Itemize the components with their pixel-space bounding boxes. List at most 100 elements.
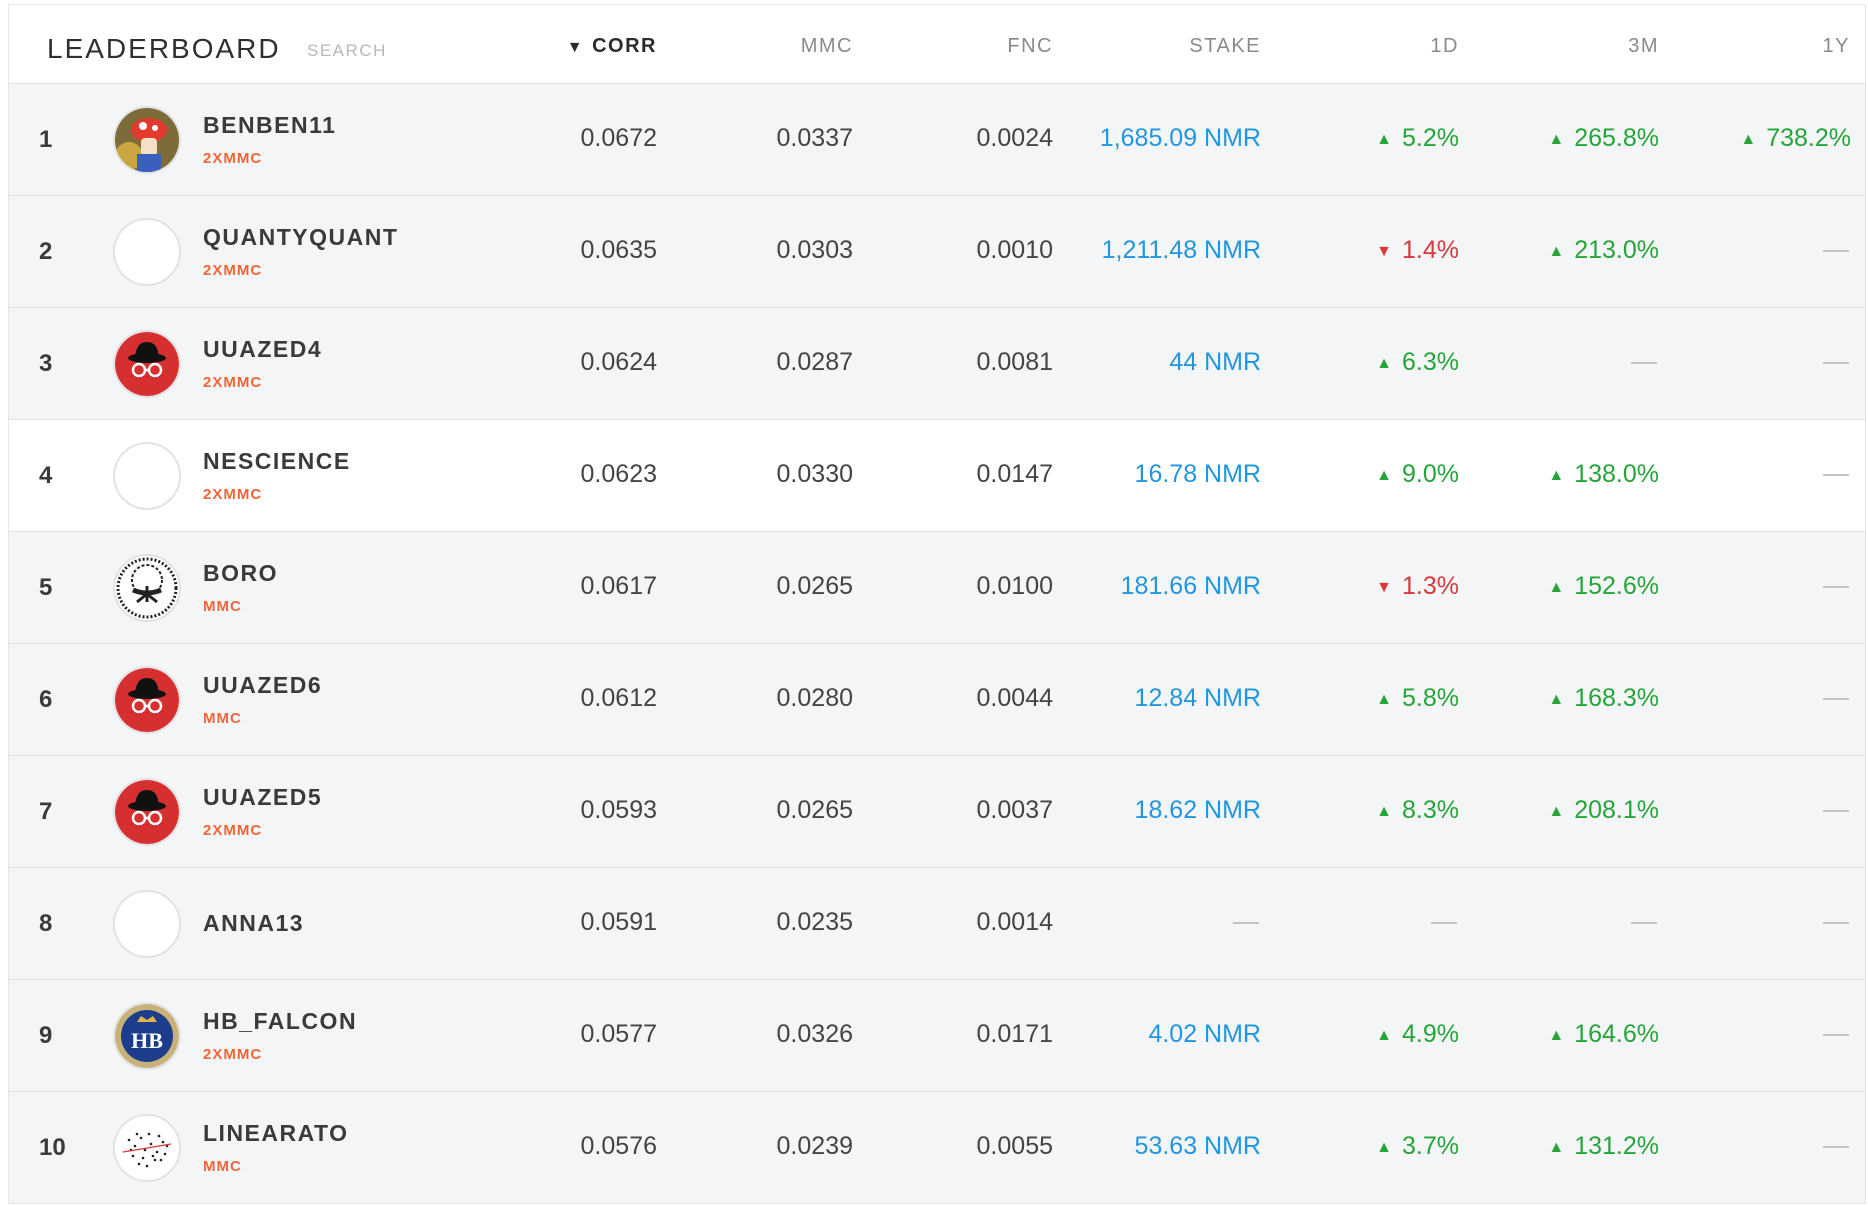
m3-change: ▲ 208.1% (1548, 796, 1659, 825)
table-row[interactable]: 10 LINEARATO MMC 0.0576 0.0239 0.0055 53.63 NM… (9, 1092, 1865, 1204)
search-input[interactable] (307, 41, 427, 61)
table-row[interactable]: 6 UUAZED6 MMC 0.0612 0.0280 0.0044 12.84 NMR ▲ 5… (9, 644, 1865, 756)
username-link[interactable]: BORO (203, 560, 278, 586)
triangle-up-icon: ▲ (1376, 355, 1393, 372)
username-link[interactable]: LINEARATO (203, 1120, 349, 1146)
username-link[interactable]: NESCIENCE (203, 448, 351, 474)
svg-text:HB: HB (131, 1028, 163, 1053)
d1-change: ▲ 3.7% (1376, 1132, 1459, 1161)
avatar[interactable] (113, 890, 181, 958)
table-row[interactable]: 8 ANNA13 0.0591 0.0235 0.0014 (9, 868, 1865, 980)
table-row[interactable]: 2 QUANTYQUANT 2XMMC 0.0635 0.0303 0.0010 1,211… (9, 196, 1865, 308)
payout-badge: MMC (203, 598, 242, 615)
mmc-value: 0.0239 (776, 1132, 853, 1160)
avatar[interactable] (113, 442, 181, 510)
avatar[interactable] (113, 330, 181, 398)
sort-descending-icon: ▼ (566, 39, 585, 56)
username-link[interactable]: BENBEN11 (203, 112, 337, 138)
m3-change-value: 131.2% (1574, 1132, 1659, 1160)
d1-change-value: 9.0% (1402, 460, 1459, 488)
avatar[interactable]: HB (113, 1002, 181, 1070)
avatar[interactable] (113, 666, 181, 734)
username-link[interactable]: UUAZED6 (203, 672, 323, 698)
d1-change: ▲ 5.8% (1376, 684, 1459, 713)
page-title: LEADERBOARD (47, 33, 281, 64)
corr-value: 0.0623 (580, 460, 657, 488)
fnc-value: 0.0100 (976, 572, 1053, 600)
fnc-value: 0.0044 (976, 684, 1053, 712)
m3-change-value: 168.3% (1574, 684, 1659, 712)
column-header-mmc[interactable]: MMC (800, 35, 853, 57)
dash-icon (1823, 810, 1849, 812)
corr-value: 0.0624 (580, 348, 657, 376)
column-header-corr[interactable]: ▼ CORR (557, 35, 657, 58)
column-header-1d[interactable]: 1D (1430, 35, 1459, 57)
username-link[interactable]: QUANTYQUANT (203, 224, 399, 250)
d1-change-value: 5.8% (1402, 684, 1459, 712)
m3-change-value: 138.0% (1574, 460, 1659, 488)
rank-number: 4 (39, 462, 53, 489)
leaderboard-panel: LEADERBOARD ▼ CORR MMC FNC STAKE 1D 3M 1Y… (8, 4, 1866, 1204)
column-header-corr-label: CORR (592, 35, 657, 57)
fnc-value: 0.0024 (976, 124, 1053, 152)
column-header-1y[interactable]: 1Y (1822, 35, 1850, 57)
triangle-up-icon: ▲ (1376, 803, 1393, 820)
stake-value: 4.02 NMR (1148, 1020, 1261, 1048)
table-row[interactable]: 4 NESCIENCE 2XMMC 0.0623 0.0330 0.0147 16.78 N… (9, 420, 1865, 532)
mmc-value: 0.0326 (776, 1020, 853, 1048)
avatar[interactable] (113, 106, 181, 174)
d1-change-value: 6.3% (1402, 348, 1459, 376)
triangle-down-icon: ▼ (1376, 243, 1393, 260)
table-row[interactable]: 9 HB HB_FALCON 2XMMC 0.0577 0.0326 0.0171 4.02 … (9, 980, 1865, 1092)
mmc-value: 0.0303 (776, 236, 853, 264)
d1-change-value: 3.7% (1402, 1132, 1459, 1160)
triangle-down-icon: ▼ (1376, 579, 1393, 596)
column-header-stake[interactable]: STAKE (1189, 35, 1261, 57)
triangle-up-icon: ▲ (1376, 1139, 1393, 1156)
corr-value: 0.0591 (580, 908, 657, 936)
rank-number: 9 (39, 1022, 53, 1049)
d1-change-value: 1.4% (1402, 236, 1459, 264)
dash-icon (1823, 362, 1849, 364)
username-link[interactable]: ANNA13 (203, 910, 305, 936)
column-header-3m[interactable]: 3M (1628, 35, 1659, 57)
rank-number: 7 (39, 798, 53, 825)
corr-value: 0.0672 (580, 124, 657, 152)
leaderboard-header: LEADERBOARD ▼ CORR MMC FNC STAKE 1D 3M 1Y (9, 5, 1865, 84)
triangle-up-icon: ▲ (1548, 131, 1565, 148)
avatar[interactable] (113, 218, 181, 286)
avatar[interactable] (113, 1114, 181, 1182)
mmc-value: 0.0265 (776, 572, 853, 600)
m3-change-value: 208.1% (1574, 796, 1659, 824)
corr-value: 0.0577 (580, 1020, 657, 1048)
username-link[interactable]: HB_FALCON (203, 1008, 358, 1034)
fnc-value: 0.0010 (976, 236, 1053, 264)
d1-change: ▲ 5.2% (1376, 124, 1459, 153)
m3-change: ▲ 265.8% (1548, 124, 1659, 153)
m3-change-value: 265.8% (1574, 124, 1659, 152)
fnc-value: 0.0081 (976, 348, 1053, 376)
table-row[interactable]: 5 BORO MMC 0.0617 0.0265 0.0100 181.66 NMR ▼ 1.3… (9, 532, 1865, 644)
avatar[interactable] (113, 554, 181, 622)
stake-value: 12.84 NMR (1134, 684, 1261, 712)
table-row[interactable]: 7 UUAZED5 2XMMC 0.0593 0.0265 0.0037 18.62 NMR… (9, 756, 1865, 868)
triangle-up-icon: ▲ (1548, 803, 1565, 820)
m3-change: ▲ 138.0% (1548, 460, 1659, 489)
username-link[interactable]: UUAZED4 (203, 336, 323, 362)
m3-change: ▲ 168.3% (1548, 684, 1659, 713)
m3-change: ▲ 164.6% (1548, 1020, 1659, 1049)
avatar[interactable] (113, 778, 181, 846)
username-link[interactable]: UUAZED5 (203, 784, 323, 810)
d1-change-value: 4.9% (1402, 1020, 1459, 1048)
dash-icon (1823, 922, 1849, 924)
corr-value: 0.0635 (580, 236, 657, 264)
dash-icon (1823, 1146, 1849, 1148)
table-row[interactable]: 1 BENBEN11 2XMMC 0.0672 0.0337 0.0024 1,685.09… (9, 84, 1865, 196)
dash-icon (1823, 250, 1849, 252)
d1-change-value: 5.2% (1402, 124, 1459, 152)
payout-badge: 2XMMC (203, 262, 263, 279)
dash-icon (1631, 922, 1657, 924)
table-row[interactable]: 3 UUAZED4 2XMMC 0.0624 0.0287 0.0081 44 NMR ▲ 6.… (9, 308, 1865, 420)
payout-badge: 2XMMC (203, 822, 263, 839)
column-header-fnc[interactable]: FNC (1007, 35, 1053, 57)
